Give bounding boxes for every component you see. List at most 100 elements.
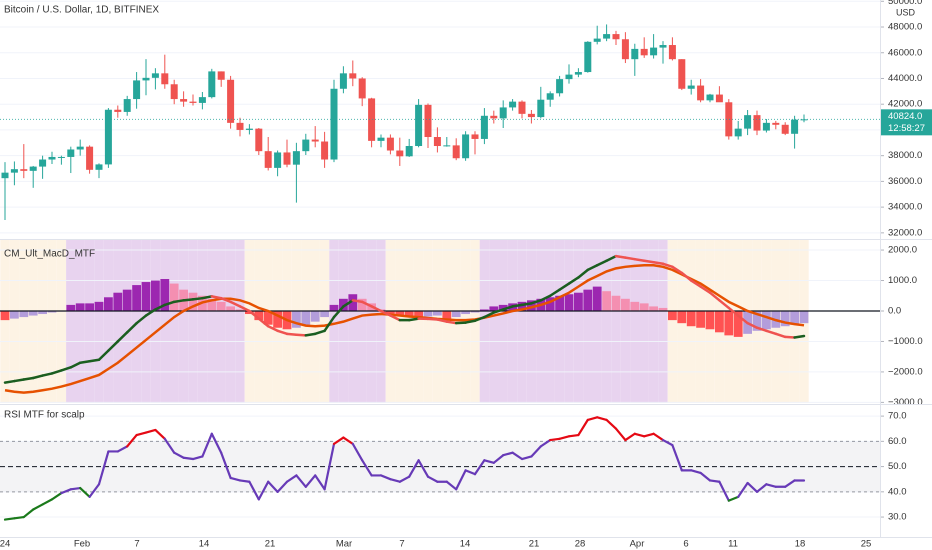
macd-line: [473, 315, 486, 322]
histogram-bar: [451, 310, 461, 318]
histogram-bar: [28, 310, 38, 316]
histogram-bar: [762, 310, 771, 330]
y-tick-label: 48000.0: [888, 22, 922, 33]
rsi-line: [708, 479, 721, 483]
rsi-line: [661, 438, 674, 447]
x-tick-label: 18: [795, 539, 806, 550]
rsi-line: [737, 481, 749, 498]
macd-line: [501, 305, 514, 311]
candle-body: [180, 99, 188, 102]
histogram-bar: [151, 280, 160, 311]
macd-line: [671, 265, 684, 275]
candle-body: [198, 97, 206, 103]
rsi-line: [276, 480, 289, 493]
histogram-bar: [141, 282, 151, 311]
rsi-line: [13, 515, 25, 520]
trend-background: [620, 240, 631, 403]
trend-background: [169, 240, 179, 403]
x-tick-label: Mar: [336, 539, 352, 550]
candle-body: [518, 101, 526, 114]
histogram-bar: [273, 310, 282, 328]
histogram-bar: [47, 310, 57, 313]
last-price-box: [881, 109, 932, 136]
candle-body: [292, 151, 300, 165]
macd-line: [605, 254, 618, 262]
rsi-line: [426, 475, 439, 483]
rsi-line: [342, 436, 354, 445]
histogram-bar: [404, 310, 414, 318]
histogram-bar: [94, 301, 104, 311]
macd-title: CM_Ult_MacD_MTF: [4, 249, 95, 260]
trend-background: [329, 240, 339, 403]
macd-line: [558, 282, 571, 291]
histogram-bar: [602, 291, 611, 311]
rsi-line: [163, 437, 176, 454]
trend-background: [66, 240, 76, 403]
histogram-bar: [527, 300, 536, 311]
candle-body: [781, 124, 789, 134]
macd-line: [624, 256, 637, 261]
macd-line: [50, 369, 63, 375]
macd-line: [182, 298, 195, 302]
trend-background: [395, 240, 405, 403]
histogram-bar: [85, 303, 94, 311]
rsi-line: [492, 454, 505, 464]
x-tick-label: Feb: [74, 539, 90, 550]
histogram-bar: [0, 310, 10, 321]
candle-body: [208, 71, 216, 98]
histogram-bar: [686, 310, 696, 327]
rsi-line: [408, 459, 420, 478]
macd-line: [746, 321, 759, 329]
rsi-line: [549, 437, 561, 442]
histogram-bar: [226, 306, 235, 311]
candle-body: [772, 122, 780, 125]
candle-body: [386, 137, 394, 151]
y-tick-label: 34000.0: [888, 202, 922, 213]
candle-body: [396, 150, 404, 157]
rsi-title: RSI MTF for scalp: [4, 410, 85, 421]
candle-body: [734, 128, 742, 137]
histogram-bar: [574, 292, 583, 311]
macd-line: [389, 314, 402, 322]
histogram-bar: [433, 310, 442, 316]
histogram-bar: [696, 310, 705, 328]
candle-body: [762, 122, 770, 131]
candle-body: [593, 38, 601, 42]
histogram-bar: [75, 303, 85, 311]
x-tick-label: 14: [199, 539, 210, 550]
currency-label: USD: [896, 7, 916, 17]
trend-background: [376, 240, 386, 403]
x-tick-label: 6: [683, 539, 688, 550]
rsi-line: [539, 438, 552, 448]
macd-line: [548, 288, 561, 298]
rsi-line: [614, 427, 627, 442]
y-tick-label: −3000.0: [888, 397, 923, 408]
histogram-bar: [715, 310, 724, 333]
x-tick-label: 21: [529, 539, 540, 550]
candle-body: [86, 146, 94, 170]
x-tick-label: 25: [861, 539, 872, 550]
candle-body: [584, 41, 592, 73]
rsi-line: [398, 475, 411, 483]
macd-line: [285, 332, 298, 337]
candle-body: [339, 73, 347, 89]
trend-background: [592, 240, 602, 403]
macd-line: [116, 331, 129, 343]
candle-body: [39, 159, 47, 167]
candle-body: [697, 85, 705, 101]
trend-background: [47, 240, 57, 403]
trend-background: [526, 240, 537, 403]
trend-background: [207, 240, 217, 403]
macd-line: [257, 317, 270, 328]
rsi-line: [511, 451, 524, 461]
histogram-bar: [207, 298, 217, 311]
x-tick-label: 11: [728, 539, 738, 550]
histogram-bar: [19, 310, 29, 318]
macd-line: [586, 264, 599, 272]
trend-background: [648, 240, 659, 403]
trend-background: [19, 240, 29, 403]
histogram-bar: [611, 295, 621, 311]
histogram-bar: [235, 309, 245, 311]
trend-background: [150, 240, 161, 403]
